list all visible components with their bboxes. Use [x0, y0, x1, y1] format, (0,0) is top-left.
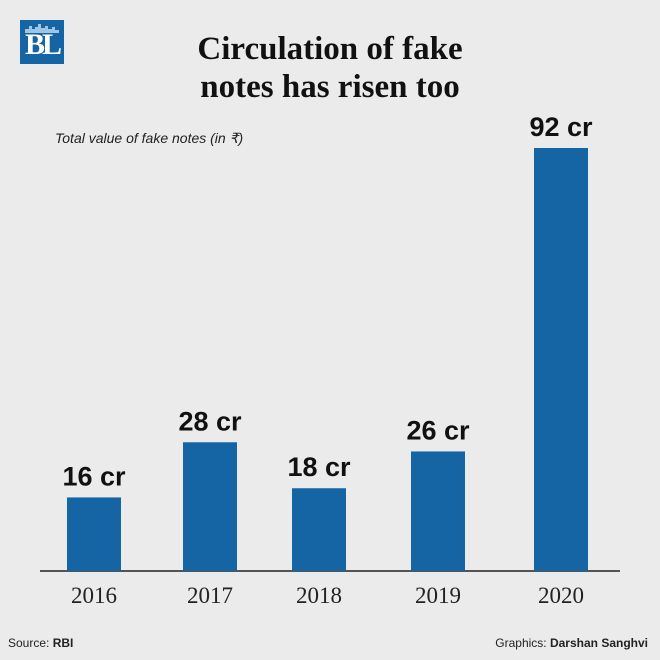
chart-title-line-2: notes has risen too	[200, 69, 460, 105]
bar-2020	[534, 148, 588, 571]
data-label-2018: 18 cr	[287, 452, 351, 482]
source-label: Source:	[8, 636, 50, 650]
x-tick-label-2019: 2019	[415, 583, 461, 608]
chart-subtitle: Total value of fake notes (in ₹)	[55, 130, 244, 146]
data-label-2016: 16 cr	[62, 461, 126, 491]
data-label-2017: 28 cr	[178, 406, 242, 436]
chart-title: Circulation of fake notes has risen too	[130, 30, 530, 106]
data-label-2020: 92 cr	[529, 112, 593, 142]
brand-logo: BL	[20, 20, 64, 64]
bar-2018	[292, 488, 346, 571]
source-credit: Source: RBI	[8, 636, 73, 650]
bar-2019	[411, 451, 465, 571]
x-tick-label-2017: 2017	[187, 583, 233, 608]
x-tick-label-2016: 2016	[71, 583, 117, 608]
graphics-label: Graphics:	[495, 636, 547, 650]
skyline-icon	[25, 24, 59, 33]
chart-title-line-1: Circulation of fake	[197, 31, 463, 67]
logo-text: BL	[24, 28, 62, 61]
source-value: RBI	[52, 636, 74, 650]
graphics-value: Darshan Sanghvi	[549, 636, 648, 650]
bar-2017	[183, 442, 237, 571]
x-tick-label-2020: 2020	[538, 583, 584, 608]
data-label-2019: 26 cr	[406, 415, 470, 445]
graphics-credit: Graphics: Darshan Sanghvi	[495, 636, 648, 650]
x-tick-label-2018: 2018	[296, 583, 342, 608]
bar-2016	[67, 497, 121, 571]
